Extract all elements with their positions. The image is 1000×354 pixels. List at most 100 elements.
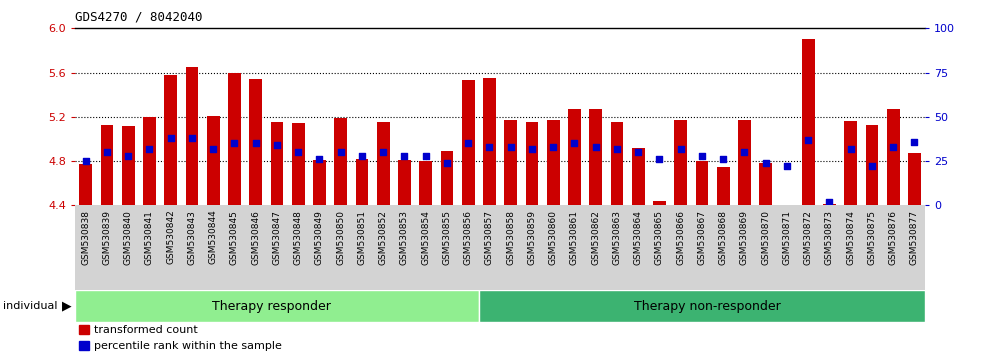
Text: GSM530841: GSM530841 bbox=[145, 210, 154, 265]
Text: GSM530863: GSM530863 bbox=[612, 210, 621, 265]
Bar bbox=[377, 122, 390, 205]
Point bbox=[736, 149, 752, 155]
Point bbox=[673, 146, 689, 152]
Point bbox=[630, 149, 646, 155]
Text: GSM530871: GSM530871 bbox=[782, 210, 791, 265]
Point bbox=[800, 137, 816, 143]
Text: Therapy non-responder: Therapy non-responder bbox=[634, 300, 781, 313]
Bar bbox=[440, 151, 453, 205]
Bar bbox=[270, 122, 283, 205]
Bar bbox=[164, 75, 177, 205]
Text: GSM530854: GSM530854 bbox=[421, 210, 430, 265]
Point bbox=[503, 144, 519, 150]
Bar bbox=[334, 118, 347, 205]
Bar bbox=[292, 124, 304, 205]
Point bbox=[885, 144, 901, 150]
Point bbox=[333, 149, 349, 155]
Point bbox=[205, 146, 221, 152]
Bar bbox=[526, 122, 538, 205]
Text: GSM530838: GSM530838 bbox=[81, 210, 90, 265]
Text: GSM530855: GSM530855 bbox=[442, 210, 451, 265]
Bar bbox=[79, 341, 89, 350]
Bar bbox=[674, 120, 687, 205]
Text: GSM530862: GSM530862 bbox=[591, 210, 600, 265]
Text: ▶: ▶ bbox=[62, 300, 72, 313]
Bar bbox=[398, 160, 411, 205]
Point bbox=[354, 153, 370, 159]
Text: transformed count: transformed count bbox=[94, 325, 198, 335]
Point bbox=[821, 199, 837, 205]
Text: GSM530866: GSM530866 bbox=[676, 210, 685, 265]
Text: GSM530849: GSM530849 bbox=[315, 210, 324, 265]
Text: GDS4270 / 8042040: GDS4270 / 8042040 bbox=[75, 11, 202, 24]
Text: GSM530861: GSM530861 bbox=[570, 210, 579, 265]
Bar bbox=[759, 163, 772, 205]
Point bbox=[609, 146, 625, 152]
Bar bbox=[249, 79, 262, 205]
Text: GSM530857: GSM530857 bbox=[485, 210, 494, 265]
Text: GSM530842: GSM530842 bbox=[166, 210, 175, 264]
Text: GSM530865: GSM530865 bbox=[655, 210, 664, 265]
Point bbox=[651, 156, 667, 162]
Bar bbox=[100, 125, 113, 205]
Bar bbox=[79, 325, 89, 334]
Text: GSM530858: GSM530858 bbox=[506, 210, 515, 265]
Point bbox=[715, 156, 731, 162]
Text: GSM530870: GSM530870 bbox=[761, 210, 770, 265]
Text: percentile rank within the sample: percentile rank within the sample bbox=[94, 341, 282, 351]
Bar bbox=[844, 121, 857, 205]
Point bbox=[524, 146, 540, 152]
Bar bbox=[143, 117, 156, 205]
Bar bbox=[781, 205, 793, 211]
Point bbox=[545, 144, 561, 150]
Point bbox=[78, 158, 94, 164]
Bar bbox=[887, 109, 900, 205]
Text: GSM530856: GSM530856 bbox=[464, 210, 473, 265]
Bar bbox=[610, 122, 623, 205]
Bar bbox=[653, 201, 666, 205]
Point bbox=[99, 149, 115, 155]
Point bbox=[141, 146, 157, 152]
Point bbox=[290, 149, 306, 155]
Point bbox=[163, 135, 179, 141]
Text: GSM530859: GSM530859 bbox=[527, 210, 536, 265]
Bar bbox=[717, 167, 730, 205]
Bar bbox=[419, 161, 432, 205]
Point bbox=[375, 149, 391, 155]
Text: GSM530869: GSM530869 bbox=[740, 210, 749, 265]
Point bbox=[120, 153, 136, 159]
Bar bbox=[207, 116, 220, 205]
Point bbox=[418, 153, 434, 159]
Point bbox=[843, 146, 859, 152]
Text: GSM530847: GSM530847 bbox=[272, 210, 281, 265]
Bar bbox=[802, 39, 815, 205]
Point bbox=[396, 153, 412, 159]
Text: GSM530872: GSM530872 bbox=[804, 210, 813, 265]
Bar bbox=[866, 125, 878, 205]
Text: GSM530840: GSM530840 bbox=[124, 210, 133, 265]
Bar bbox=[79, 164, 92, 205]
Point bbox=[566, 141, 582, 146]
Text: GSM530867: GSM530867 bbox=[697, 210, 706, 265]
Point bbox=[758, 160, 774, 166]
Bar bbox=[122, 126, 134, 205]
Bar bbox=[356, 159, 368, 205]
Bar bbox=[313, 160, 326, 205]
Bar bbox=[738, 120, 751, 205]
Text: GSM530876: GSM530876 bbox=[889, 210, 898, 265]
Text: GSM530868: GSM530868 bbox=[719, 210, 728, 265]
Bar bbox=[228, 73, 241, 205]
Text: GSM530875: GSM530875 bbox=[867, 210, 876, 265]
Bar bbox=[504, 120, 517, 205]
Bar bbox=[186, 67, 198, 205]
Text: GSM530860: GSM530860 bbox=[549, 210, 558, 265]
Point bbox=[906, 139, 922, 144]
Point bbox=[226, 141, 242, 146]
Point bbox=[184, 135, 200, 141]
Text: GSM530843: GSM530843 bbox=[187, 210, 196, 265]
Bar bbox=[696, 161, 708, 205]
Point bbox=[864, 164, 880, 169]
Text: GSM530845: GSM530845 bbox=[230, 210, 239, 265]
Text: GSM530846: GSM530846 bbox=[251, 210, 260, 265]
Bar bbox=[483, 78, 496, 205]
